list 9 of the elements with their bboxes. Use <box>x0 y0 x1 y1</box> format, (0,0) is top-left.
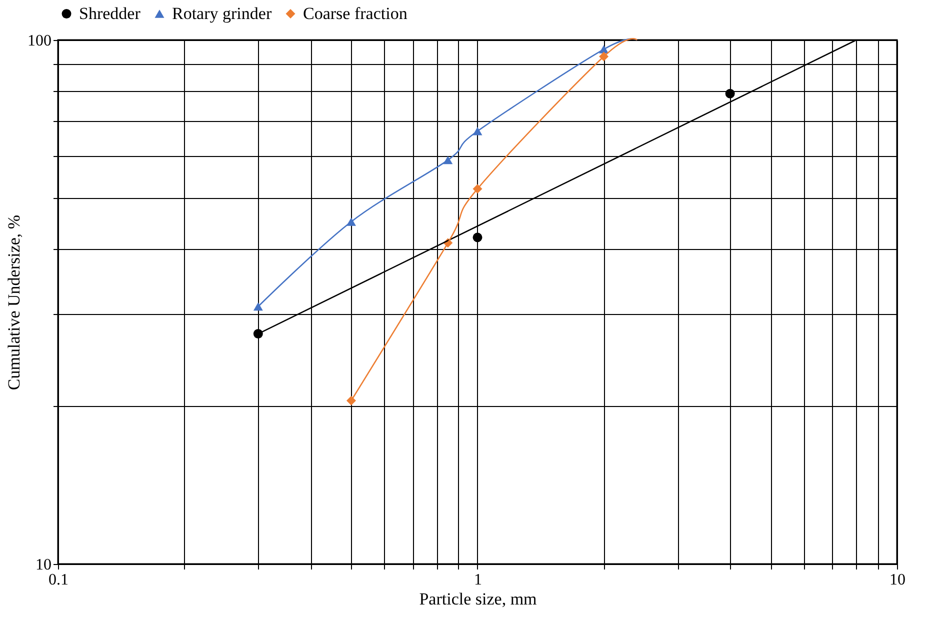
y-axis-title: Cumulative Undersize, % <box>4 214 24 390</box>
x-tick-label: 1 <box>474 572 482 588</box>
x-tick-label: 10 <box>890 572 906 588</box>
y-tick-label: 100 <box>28 32 52 50</box>
legend-label: Coarse fraction <box>303 4 408 23</box>
legend-label: Shredder <box>79 4 141 23</box>
x-axis-title: Particle size, mm <box>419 590 537 608</box>
x-tick-label: 0.1 <box>48 572 68 588</box>
legend-label: Rotary grinder <box>172 4 272 23</box>
